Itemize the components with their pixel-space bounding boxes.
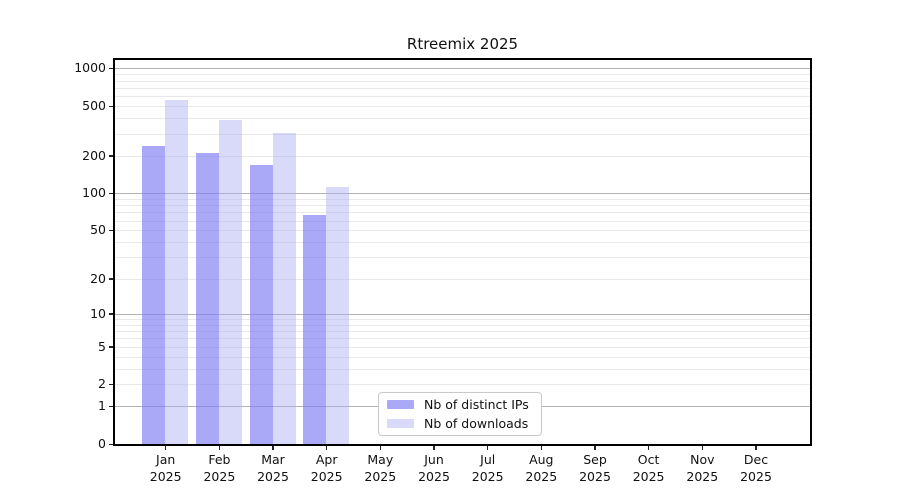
y-tick-label-20: 20 (90, 270, 106, 286)
gridline-800 (115, 80, 810, 82)
gridline-20 (115, 278, 810, 280)
gridline-30 (115, 257, 810, 259)
y-tick-20 (109, 278, 113, 280)
y-tick-200 (109, 155, 113, 157)
y-tick-1 (109, 405, 113, 408)
x-tick-label-dec: Dec 2025 (740, 452, 772, 484)
gridline-4 (115, 356, 810, 358)
gridline-2 (115, 384, 810, 386)
gridline-600 (115, 96, 810, 98)
gridline-7 (115, 330, 810, 332)
x-tick-label-mar: Mar 2025 (257, 452, 289, 484)
y-tick-label-2: 2 (98, 376, 106, 392)
x-tick-oct (647, 446, 650, 450)
legend-item-downloads: Nb of downloads (387, 416, 541, 431)
x-tick-label-feb: Feb 2025 (203, 452, 236, 484)
gridline-700 (115, 87, 810, 89)
gridline-50 (115, 230, 810, 232)
legend: Nb of distinct IPs Nb of downloads (378, 392, 542, 436)
legend-label-downloads: Nb of downloads (424, 416, 529, 431)
legend-swatch-distinct-ips (387, 399, 414, 410)
x-tick-label-sep: Sep 2025 (579, 452, 611, 484)
x-tick-apr (325, 446, 328, 450)
legend-item-distinct-ips: Nb of distinct IPs (387, 397, 541, 412)
y-tick-10 (109, 313, 113, 315)
gridline-1000 (115, 68, 810, 70)
gridline-300 (115, 133, 810, 135)
gridline-80 (115, 205, 810, 207)
x-tick-label-aug: Aug 2025 (525, 452, 558, 484)
bar-distinct-ips-jan (142, 145, 166, 444)
gridline-400 (115, 118, 810, 120)
chart-title: Rtreemix 2025 (406, 35, 519, 53)
y-tick-label-100: 100 (82, 185, 106, 201)
y-tick-label-1: 1 (98, 398, 106, 414)
x-tick-label-oct: Oct 2025 (632, 452, 665, 484)
gridline-100 (115, 193, 810, 195)
bar-distinct-ips-feb (195, 152, 219, 444)
x-tick-label-jul: Jul 2025 (471, 452, 504, 484)
x-tick-jan (164, 446, 167, 450)
y-tick-2 (109, 383, 113, 386)
y-tick-label-1000: 1000 (74, 60, 106, 76)
x-tick-jun (433, 446, 435, 450)
x-tick-feb (218, 446, 221, 450)
y-tick-5 (109, 346, 113, 348)
x-tick-label-jan: Jan 2025 (149, 452, 182, 484)
x-tick-label-apr: Apr 2025 (310, 452, 343, 484)
y-tick-label-200: 200 (82, 147, 106, 163)
gridline-500 (115, 106, 810, 107)
x-tick-label-nov: Nov 2025 (686, 452, 719, 484)
y-tick-label-10: 10 (90, 305, 106, 321)
legend-label-distinct-ips: Nb of distinct IPs (424, 397, 529, 412)
gridline-90 (115, 198, 810, 200)
gridline-40 (115, 242, 810, 244)
x-tick-sep (594, 446, 596, 450)
gridline-10 (115, 313, 810, 315)
gridline-9 (115, 318, 810, 320)
bar-distinct-ips-mar (249, 165, 273, 444)
gridline-6 (115, 338, 810, 340)
bar-downloads-apr (326, 187, 350, 444)
gridline-60 (115, 220, 810, 222)
x-tick-label-jun: Jun 2025 (418, 452, 450, 484)
bar-distinct-ips-apr (303, 214, 327, 444)
y-tick-1000 (109, 67, 113, 70)
x-tick-jul (486, 446, 489, 450)
bar-downloads-mar (272, 132, 296, 444)
gridline-900 (115, 74, 810, 76)
x-tick-aug (540, 446, 543, 450)
y-tick-0 (109, 443, 113, 445)
y-tick-label-50: 50 (90, 222, 106, 238)
y-tick-50 (109, 229, 113, 232)
gridline-5 (115, 346, 810, 348)
legend-swatch-downloads (387, 418, 414, 429)
bar-downloads-feb (218, 119, 242, 444)
x-tick-dec (755, 446, 757, 450)
y-tick-500 (109, 105, 113, 107)
gridline-3 (115, 368, 810, 370)
x-tick-mar (272, 446, 274, 450)
gridline-8 (115, 324, 810, 326)
x-tick-label-may: May 2025 (364, 452, 397, 484)
x-tick-may (379, 446, 382, 450)
gridline-70 (115, 212, 810, 214)
y-tick-label-5: 5 (98, 338, 106, 354)
y-tick-label-0: 0 (98, 436, 106, 451)
x-tick-nov (701, 446, 703, 450)
y-tick-label-500: 500 (82, 98, 106, 113)
gridline-200 (115, 155, 810, 157)
bar-downloads-jan (165, 99, 189, 444)
y-tick-100 (109, 192, 113, 195)
plot-area (113, 58, 812, 446)
